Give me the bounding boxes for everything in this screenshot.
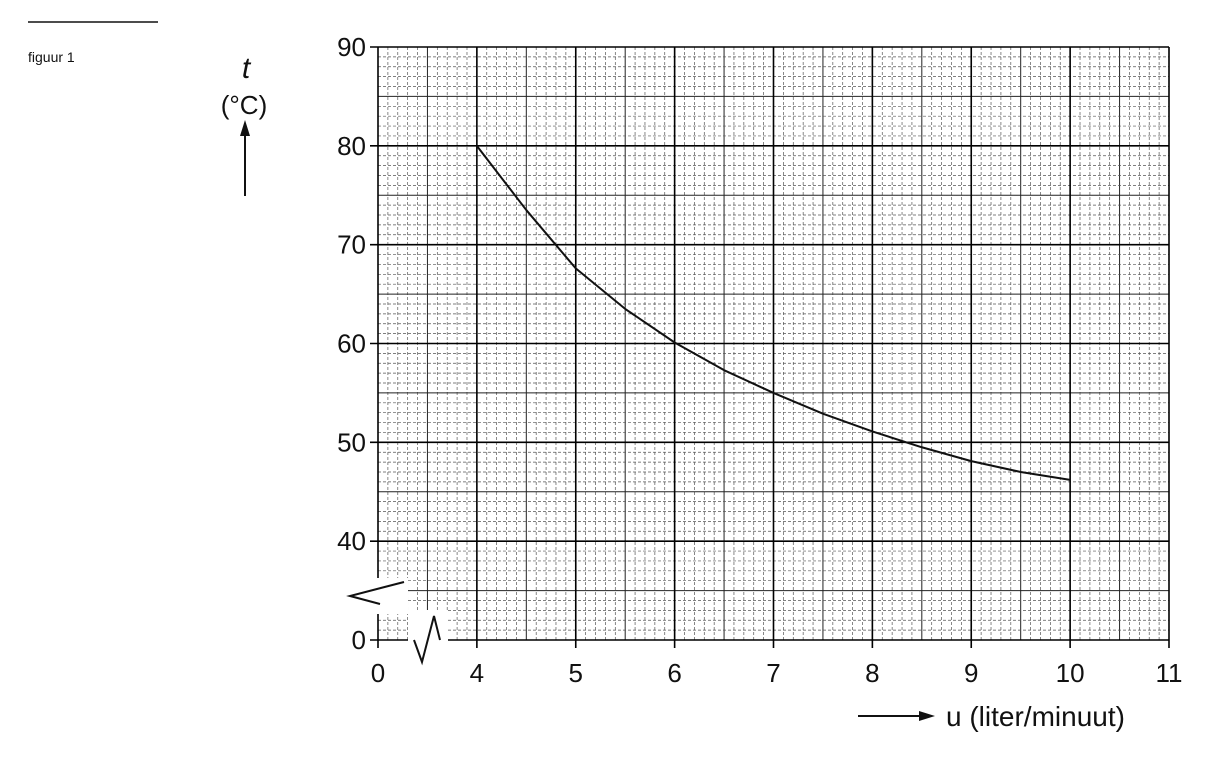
y-tick-label: 0 <box>352 625 366 655</box>
x-tick-label: 11 <box>1156 658 1183 688</box>
grid <box>370 46 1170 648</box>
y-tick-label: 80 <box>337 131 366 161</box>
y-unit: (°C) <box>221 90 268 120</box>
y-label: t <box>242 52 252 85</box>
x-arrow <box>858 711 935 721</box>
break-mask <box>374 578 408 614</box>
y-tick-label: 50 <box>337 427 366 457</box>
x-tick-label: 7 <box>766 658 780 688</box>
y-arrow <box>240 120 250 196</box>
figure-label: figuur 1 <box>28 49 75 65</box>
break-zigzag <box>346 581 405 605</box>
y-tick-label: 70 <box>337 230 366 260</box>
y-tick-label: 40 <box>337 526 366 556</box>
x-tick-label: 10 <box>1056 658 1085 688</box>
y-tick-label: 60 <box>337 329 366 359</box>
y-tick-label: 90 <box>337 32 366 62</box>
x-label: u (liter/minuut) <box>946 701 1125 732</box>
data-line <box>476 145 1071 481</box>
x-tick-label: 4 <box>470 658 484 688</box>
x-tick-label: 5 <box>569 658 583 688</box>
axis-break <box>346 578 448 666</box>
x-tick-label: 0 <box>371 658 385 688</box>
x-tick-label: 9 <box>964 658 978 688</box>
x-tick-label: 8 <box>865 658 879 688</box>
break-zigzag <box>413 615 441 666</box>
x-tick-label: 6 <box>667 658 681 688</box>
